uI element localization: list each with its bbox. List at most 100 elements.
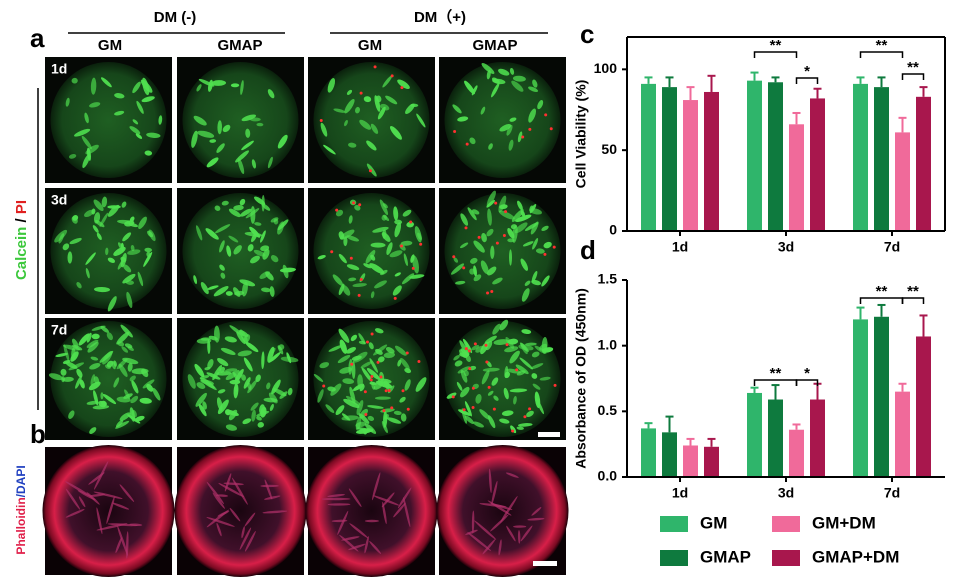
cell	[519, 357, 534, 370]
cell	[377, 356, 385, 363]
spheroid	[42, 445, 175, 577]
x-tick-label: 3d	[778, 239, 794, 255]
dead-cell	[486, 291, 490, 295]
cell	[233, 383, 239, 399]
cell	[242, 418, 252, 425]
fiber	[129, 523, 143, 526]
dead-cell	[505, 343, 509, 347]
cell	[219, 264, 225, 271]
cell	[383, 352, 396, 359]
panel-label: d	[580, 235, 596, 265]
cell	[114, 93, 125, 99]
cell	[488, 143, 493, 150]
y-axis-title: Absorbance of OD (450nm)	[573, 288, 589, 468]
cell	[355, 416, 362, 431]
cell	[219, 240, 225, 253]
dead-cell	[528, 127, 532, 131]
significance-bracket	[901, 297, 925, 304]
cell	[327, 78, 336, 93]
cell	[71, 216, 78, 224]
significance-label: **	[907, 283, 919, 300]
column-label: GMAP	[218, 37, 263, 54]
significance-label: **	[907, 59, 919, 76]
cell	[381, 214, 387, 221]
cell	[343, 398, 360, 409]
dead-cell	[487, 385, 491, 389]
cell	[454, 360, 463, 367]
cell	[460, 369, 468, 383]
bar	[704, 91, 719, 231]
cell	[78, 333, 90, 346]
cell	[528, 108, 537, 123]
cell	[394, 272, 401, 277]
cell	[493, 339, 510, 345]
legend-label: GM	[700, 513, 727, 532]
cell	[359, 384, 365, 392]
cell	[119, 412, 131, 421]
bar	[662, 87, 677, 231]
cell	[348, 277, 357, 282]
dead-cell	[471, 386, 475, 390]
fiber	[262, 510, 288, 514]
dead-cell	[322, 384, 326, 388]
cell	[513, 395, 517, 405]
stain: DAPI	[14, 465, 28, 494]
cell	[531, 351, 540, 358]
cell	[198, 403, 207, 417]
cell	[217, 389, 226, 394]
dead-cell	[528, 407, 532, 411]
cell	[535, 248, 545, 254]
cell	[220, 347, 236, 355]
cell	[226, 245, 232, 257]
dead-cell	[504, 210, 508, 214]
cell	[382, 75, 393, 88]
cell	[260, 245, 270, 252]
stain: /	[14, 493, 28, 497]
cell	[460, 213, 469, 226]
cell	[200, 281, 209, 295]
cell	[142, 77, 150, 96]
cell	[508, 139, 514, 151]
scale-bar	[533, 561, 557, 566]
cell	[193, 115, 207, 126]
cell	[532, 383, 541, 390]
cell	[370, 242, 386, 248]
cell	[380, 269, 388, 276]
cell	[121, 346, 129, 353]
cell	[85, 252, 96, 265]
significance-bracket	[795, 77, 819, 84]
cell	[135, 133, 143, 139]
cell	[509, 249, 513, 266]
cell	[211, 80, 227, 86]
cell	[79, 379, 85, 389]
dead-cell	[451, 395, 455, 399]
dead-cell	[552, 245, 556, 249]
cell	[249, 117, 261, 122]
cell	[107, 257, 116, 263]
fiber	[115, 537, 122, 554]
cell	[509, 350, 520, 364]
cell	[220, 272, 226, 279]
dead-cell	[452, 255, 456, 259]
dead-cell	[370, 375, 374, 379]
significance-label: **	[770, 365, 782, 382]
dead-cell	[465, 142, 469, 146]
cell	[389, 250, 403, 258]
dead-cell	[379, 375, 383, 379]
fiber	[206, 517, 235, 527]
cell	[509, 117, 517, 122]
cell	[114, 110, 125, 116]
x-tick-label: 1d	[672, 485, 688, 501]
cell	[89, 362, 101, 370]
cell	[455, 280, 466, 285]
cell	[261, 203, 271, 211]
row-label: 7d	[51, 322, 67, 338]
cell	[338, 328, 350, 343]
cell	[69, 153, 77, 159]
dead-cell	[390, 406, 394, 410]
cell	[360, 361, 373, 369]
dead-cell	[373, 65, 377, 69]
cell	[369, 263, 385, 275]
cell	[356, 400, 364, 416]
